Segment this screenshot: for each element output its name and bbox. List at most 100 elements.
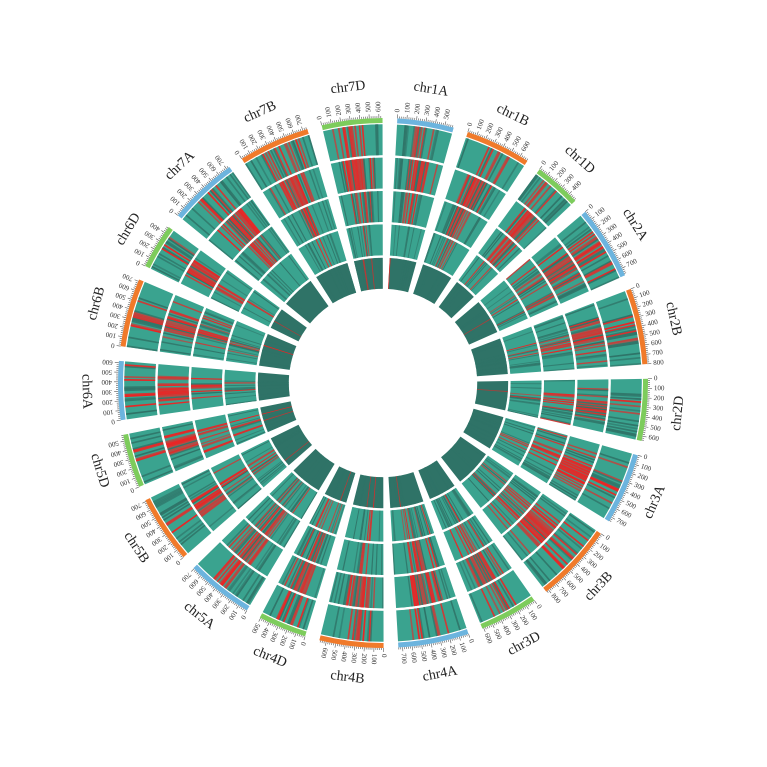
heat-bin (454, 444, 478, 466)
minor-tick (243, 154, 246, 157)
heat-bin (610, 392, 642, 396)
minor-tick (135, 483, 138, 485)
heat-bin (242, 534, 263, 560)
heat-bin (413, 264, 424, 294)
heat-bin (535, 502, 561, 523)
heat-bin (235, 211, 258, 236)
heat-bin (351, 159, 357, 191)
heat-bin (229, 340, 260, 350)
heat-bin (515, 273, 542, 293)
heat-bin (308, 169, 321, 200)
heat-bin (277, 315, 304, 333)
minor-tick (176, 551, 179, 553)
heat-bin (314, 568, 325, 599)
heat-bin (191, 389, 223, 393)
heat-bin (395, 476, 402, 508)
heat-bin (264, 152, 281, 181)
ideogram-chr5D (123, 433, 144, 487)
heat-bin (571, 329, 603, 338)
minor-tick (209, 584, 212, 587)
heat-bin (415, 540, 423, 572)
heat-bin (262, 349, 293, 359)
heat-bin (485, 585, 501, 615)
heatmap-layer (124, 124, 642, 642)
heat-bin (535, 551, 558, 576)
heat-bin (254, 502, 277, 527)
heat-bin (418, 539, 427, 571)
heat-bin (503, 423, 534, 435)
heat-bin (473, 472, 497, 495)
heat-bin (269, 227, 290, 253)
minor-tick (273, 624, 275, 627)
heat-bin (224, 473, 251, 492)
heat-bin (152, 263, 182, 279)
tick-label: 200 (333, 104, 343, 116)
heat-bin (542, 198, 566, 222)
heat-bin (503, 331, 534, 342)
tick-label: 500 (107, 439, 119, 449)
heat-bin (130, 324, 162, 334)
minor-tick (494, 623, 496, 626)
minor-tick (621, 498, 624, 500)
minor-tick (145, 504, 148, 507)
heat-bin (468, 423, 497, 437)
heat-bin (543, 397, 575, 402)
heat-bin (525, 293, 554, 310)
heat-bin (525, 292, 554, 309)
heat-bin (331, 468, 346, 498)
heat-bin (413, 228, 422, 260)
heat-bin (426, 129, 435, 160)
heat-bin (194, 489, 221, 508)
heat-bin (195, 490, 222, 509)
tick-label: 500 (650, 423, 662, 433)
minor-tick (218, 171, 221, 174)
tick-label: 500 (329, 649, 339, 661)
heat-bin (604, 324, 636, 333)
minor-tick (144, 263, 147, 265)
heat-bin (257, 382, 289, 384)
heat-bin (345, 574, 352, 606)
heat-bin (361, 192, 367, 224)
heat-bin (571, 327, 602, 337)
heat-bin (466, 558, 481, 587)
heat-bin (281, 592, 295, 622)
heat-bin (338, 607, 346, 639)
heat-bin (528, 451, 557, 466)
heat-bin (447, 207, 462, 236)
tick-mark (620, 499, 625, 503)
heat-bin (419, 573, 427, 605)
tick-label: 600 (101, 358, 113, 367)
heat-bin (133, 443, 164, 453)
heat-bin (398, 475, 405, 507)
heat-bin (376, 124, 379, 156)
minor-tick (618, 260, 621, 262)
heat-bin (435, 498, 450, 528)
heat-bin (272, 148, 288, 177)
heat-bin (583, 260, 612, 277)
heat-bin (543, 393, 575, 397)
heat-bin (352, 159, 359, 191)
heat-bin (606, 427, 637, 436)
heat-bin (353, 542, 360, 573)
tick-label: 0 (110, 418, 115, 426)
heat-bin (350, 575, 357, 607)
heat-bin (510, 479, 537, 500)
heat-bin (489, 239, 512, 264)
tick-mark (435, 119, 437, 124)
heat-bin (406, 261, 415, 292)
heat-bin (197, 493, 225, 513)
heat-bin (193, 488, 221, 507)
heat-bin (272, 323, 301, 339)
heat-bin (506, 342, 537, 352)
heat-bin (484, 548, 502, 576)
heat-bin (508, 352, 539, 360)
heat-bin (289, 595, 303, 626)
minor-tick (145, 261, 148, 263)
heat-bin (174, 455, 204, 469)
heat-bin (463, 318, 491, 336)
heat-bin (462, 560, 477, 589)
heat-bin (275, 590, 291, 620)
tick-label: 100 (640, 462, 653, 473)
heat-bin (259, 360, 291, 367)
